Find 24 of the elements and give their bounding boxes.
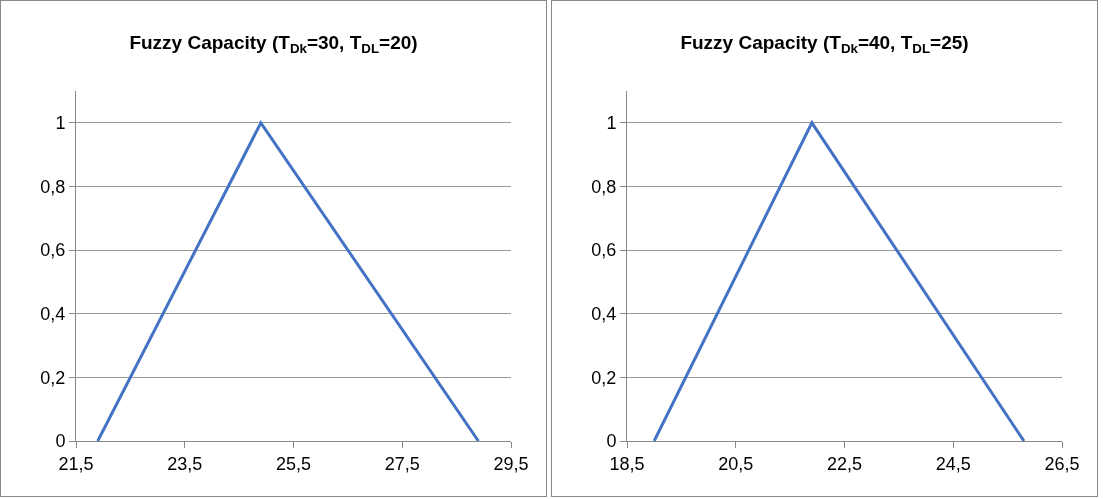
y-tick-label: 0 — [55, 431, 66, 452]
y-tick-label: 0,6 — [40, 240, 66, 261]
x-tick-label: 23,5 — [167, 453, 203, 474]
x-tick-label: 29,5 — [493, 453, 529, 474]
x-tick-label: 21,5 — [58, 453, 94, 474]
x-tick-label: 24,5 — [935, 453, 971, 474]
x-tick-label: 26,5 — [1044, 453, 1080, 474]
y-tick-label: 0,8 — [40, 176, 66, 197]
y-tick-label: 0,2 — [591, 367, 617, 388]
x-tick-label: 18,5 — [609, 453, 645, 474]
chart-title: Fuzzy Capacity (T$_{Dk}$=40, T$_{DL}$=25) — [680, 31, 969, 56]
x-tick-label: 22,5 — [826, 453, 863, 474]
x-tick-label: 27,5 — [384, 453, 420, 474]
y-tick-label: 0,6 — [591, 240, 617, 261]
chart-title: Fuzzy Capacity (T$_{Dk}$=30, T$_{DL}$=20) — [129, 31, 418, 56]
y-tick-label: 0,4 — [591, 304, 617, 325]
y-tick-label: 0,8 — [591, 176, 617, 197]
y-tick-label: 1 — [55, 113, 66, 134]
y-tick-label: 0 — [606, 431, 617, 452]
y-tick-label: 1 — [606, 113, 617, 134]
y-tick-label: 0,2 — [40, 367, 66, 388]
y-tick-label: 0,4 — [40, 304, 66, 325]
x-tick-label: 25,5 — [275, 453, 312, 474]
x-tick-label: 20,5 — [718, 453, 754, 474]
